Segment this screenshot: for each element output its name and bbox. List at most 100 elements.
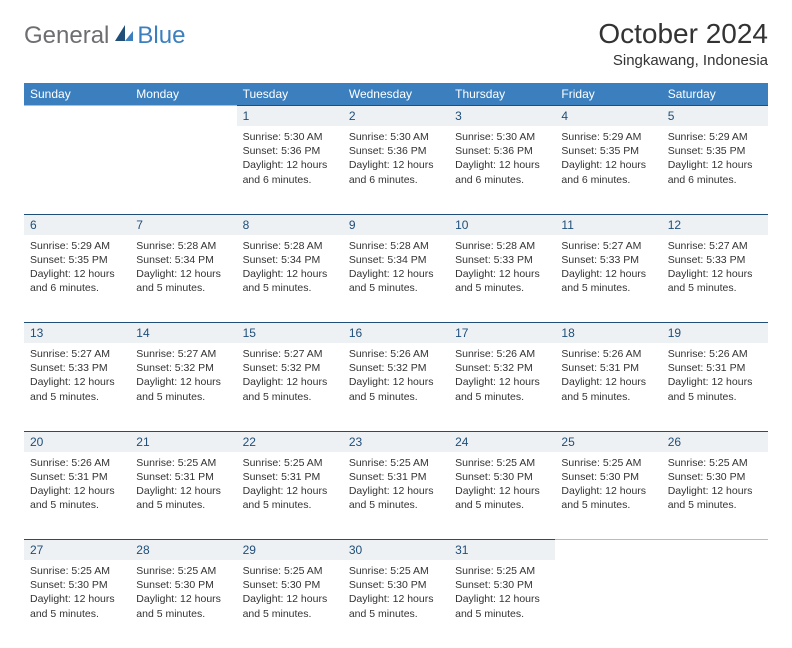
day-number-cell: 27 bbox=[24, 540, 130, 561]
daylight-text: Daylight: 12 hours and 5 minutes. bbox=[349, 267, 443, 295]
day-header: Tuesday bbox=[237, 83, 343, 106]
day-number-cell: 4 bbox=[555, 106, 661, 127]
day-content-cell: Sunrise: 5:26 AMSunset: 5:31 PMDaylight:… bbox=[662, 343, 768, 431]
sunset-text: Sunset: 5:35 PM bbox=[561, 144, 655, 158]
daylight-text: Daylight: 12 hours and 5 minutes. bbox=[455, 375, 549, 403]
day-content-cell: Sunrise: 5:29 AMSunset: 5:35 PMDaylight:… bbox=[24, 235, 130, 323]
day-content-row: Sunrise: 5:25 AMSunset: 5:30 PMDaylight:… bbox=[24, 560, 768, 648]
day-content-cell: Sunrise: 5:28 AMSunset: 5:34 PMDaylight:… bbox=[343, 235, 449, 323]
day-content-row: Sunrise: 5:27 AMSunset: 5:33 PMDaylight:… bbox=[24, 343, 768, 431]
sunset-text: Sunset: 5:30 PM bbox=[136, 578, 230, 592]
day-content-row: Sunrise: 5:29 AMSunset: 5:35 PMDaylight:… bbox=[24, 235, 768, 323]
sunrise-text: Sunrise: 5:25 AM bbox=[668, 456, 762, 470]
sunset-text: Sunset: 5:35 PM bbox=[668, 144, 762, 158]
logo-text-blue: Blue bbox=[137, 22, 185, 50]
day-number-cell: 8 bbox=[237, 214, 343, 235]
day-content-cell: Sunrise: 5:25 AMSunset: 5:30 PMDaylight:… bbox=[449, 560, 555, 648]
day-content-cell: Sunrise: 5:27 AMSunset: 5:33 PMDaylight:… bbox=[555, 235, 661, 323]
day-number-cell bbox=[555, 540, 661, 561]
sunrise-text: Sunrise: 5:25 AM bbox=[349, 564, 443, 578]
sunset-text: Sunset: 5:34 PM bbox=[136, 253, 230, 267]
sunset-text: Sunset: 5:31 PM bbox=[243, 470, 337, 484]
sunset-text: Sunset: 5:31 PM bbox=[30, 470, 124, 484]
sunrise-text: Sunrise: 5:28 AM bbox=[136, 239, 230, 253]
day-header: Saturday bbox=[662, 83, 768, 106]
day-number-cell: 2 bbox=[343, 106, 449, 127]
day-number-cell: 14 bbox=[130, 323, 236, 344]
sunrise-text: Sunrise: 5:25 AM bbox=[455, 456, 549, 470]
daylight-text: Daylight: 12 hours and 5 minutes. bbox=[30, 484, 124, 512]
day-number-cell: 1 bbox=[237, 106, 343, 127]
month-title: October 2024 bbox=[598, 18, 768, 50]
day-number-cell: 9 bbox=[343, 214, 449, 235]
sunset-text: Sunset: 5:31 PM bbox=[349, 470, 443, 484]
sunset-text: Sunset: 5:34 PM bbox=[349, 253, 443, 267]
day-content-cell: Sunrise: 5:25 AMSunset: 5:31 PMDaylight:… bbox=[237, 452, 343, 540]
sunrise-text: Sunrise: 5:30 AM bbox=[349, 130, 443, 144]
sunrise-text: Sunrise: 5:27 AM bbox=[30, 347, 124, 361]
daylight-text: Daylight: 12 hours and 5 minutes. bbox=[243, 484, 337, 512]
day-header: Monday bbox=[130, 83, 236, 106]
sunset-text: Sunset: 5:32 PM bbox=[455, 361, 549, 375]
day-number-cell: 30 bbox=[343, 540, 449, 561]
daylight-text: Daylight: 12 hours and 5 minutes. bbox=[349, 592, 443, 620]
day-content-cell: Sunrise: 5:28 AMSunset: 5:33 PMDaylight:… bbox=[449, 235, 555, 323]
day-number-cell bbox=[662, 540, 768, 561]
sunset-text: Sunset: 5:30 PM bbox=[668, 470, 762, 484]
day-content-cell: Sunrise: 5:27 AMSunset: 5:33 PMDaylight:… bbox=[662, 235, 768, 323]
daylight-text: Daylight: 12 hours and 5 minutes. bbox=[455, 484, 549, 512]
sunset-text: Sunset: 5:30 PM bbox=[30, 578, 124, 592]
daylight-text: Daylight: 12 hours and 5 minutes. bbox=[668, 484, 762, 512]
daylight-text: Daylight: 12 hours and 5 minutes. bbox=[136, 484, 230, 512]
daylight-text: Daylight: 12 hours and 5 minutes. bbox=[349, 484, 443, 512]
day-header: Sunday bbox=[24, 83, 130, 106]
day-number-cell: 18 bbox=[555, 323, 661, 344]
sunset-text: Sunset: 5:33 PM bbox=[455, 253, 549, 267]
day-number-cell: 24 bbox=[449, 431, 555, 452]
sunrise-text: Sunrise: 5:30 AM bbox=[455, 130, 549, 144]
header: General Blue October 2024 Singkawang, In… bbox=[24, 18, 768, 69]
sunrise-text: Sunrise: 5:27 AM bbox=[561, 239, 655, 253]
day-number-cell: 6 bbox=[24, 214, 130, 235]
daylight-text: Daylight: 12 hours and 5 minutes. bbox=[243, 592, 337, 620]
sunset-text: Sunset: 5:32 PM bbox=[136, 361, 230, 375]
daylight-text: Daylight: 12 hours and 5 minutes. bbox=[136, 375, 230, 403]
day-number-cell: 3 bbox=[449, 106, 555, 127]
daylight-text: Daylight: 12 hours and 6 minutes. bbox=[243, 158, 337, 186]
daylight-text: Daylight: 12 hours and 5 minutes. bbox=[668, 267, 762, 295]
daylight-text: Daylight: 12 hours and 5 minutes. bbox=[561, 267, 655, 295]
sunrise-text: Sunrise: 5:26 AM bbox=[30, 456, 124, 470]
day-content-cell: Sunrise: 5:25 AMSunset: 5:30 PMDaylight:… bbox=[130, 560, 236, 648]
day-content-cell: Sunrise: 5:29 AMSunset: 5:35 PMDaylight:… bbox=[662, 126, 768, 214]
day-header-row: Sunday Monday Tuesday Wednesday Thursday… bbox=[24, 83, 768, 106]
day-content-cell: Sunrise: 5:26 AMSunset: 5:32 PMDaylight:… bbox=[343, 343, 449, 431]
location: Singkawang, Indonesia bbox=[598, 52, 768, 69]
sunrise-text: Sunrise: 5:25 AM bbox=[136, 456, 230, 470]
day-content-cell: Sunrise: 5:27 AMSunset: 5:32 PMDaylight:… bbox=[130, 343, 236, 431]
sunset-text: Sunset: 5:34 PM bbox=[243, 253, 337, 267]
sunrise-text: Sunrise: 5:29 AM bbox=[668, 130, 762, 144]
daylight-text: Daylight: 12 hours and 5 minutes. bbox=[243, 375, 337, 403]
daylight-text: Daylight: 12 hours and 6 minutes. bbox=[349, 158, 443, 186]
sunrise-text: Sunrise: 5:25 AM bbox=[136, 564, 230, 578]
day-number-cell: 22 bbox=[237, 431, 343, 452]
day-number-cell: 21 bbox=[130, 431, 236, 452]
daylight-text: Daylight: 12 hours and 5 minutes. bbox=[136, 267, 230, 295]
sunrise-text: Sunrise: 5:28 AM bbox=[455, 239, 549, 253]
sunrise-text: Sunrise: 5:27 AM bbox=[243, 347, 337, 361]
title-block: October 2024 Singkawang, Indonesia bbox=[598, 18, 768, 69]
sunset-text: Sunset: 5:33 PM bbox=[561, 253, 655, 267]
calendar-table: Sunday Monday Tuesday Wednesday Thursday… bbox=[24, 83, 768, 648]
day-number-cell: 7 bbox=[130, 214, 236, 235]
day-number-cell: 5 bbox=[662, 106, 768, 127]
day-content-cell: Sunrise: 5:25 AMSunset: 5:30 PMDaylight:… bbox=[237, 560, 343, 648]
day-content-cell: Sunrise: 5:25 AMSunset: 5:31 PMDaylight:… bbox=[343, 452, 449, 540]
day-number-cell: 17 bbox=[449, 323, 555, 344]
sunset-text: Sunset: 5:35 PM bbox=[30, 253, 124, 267]
day-header: Friday bbox=[555, 83, 661, 106]
sunset-text: Sunset: 5:32 PM bbox=[243, 361, 337, 375]
sunrise-text: Sunrise: 5:26 AM bbox=[668, 347, 762, 361]
day-content-cell: Sunrise: 5:27 AMSunset: 5:32 PMDaylight:… bbox=[237, 343, 343, 431]
sunrise-text: Sunrise: 5:27 AM bbox=[668, 239, 762, 253]
sunrise-text: Sunrise: 5:25 AM bbox=[243, 456, 337, 470]
